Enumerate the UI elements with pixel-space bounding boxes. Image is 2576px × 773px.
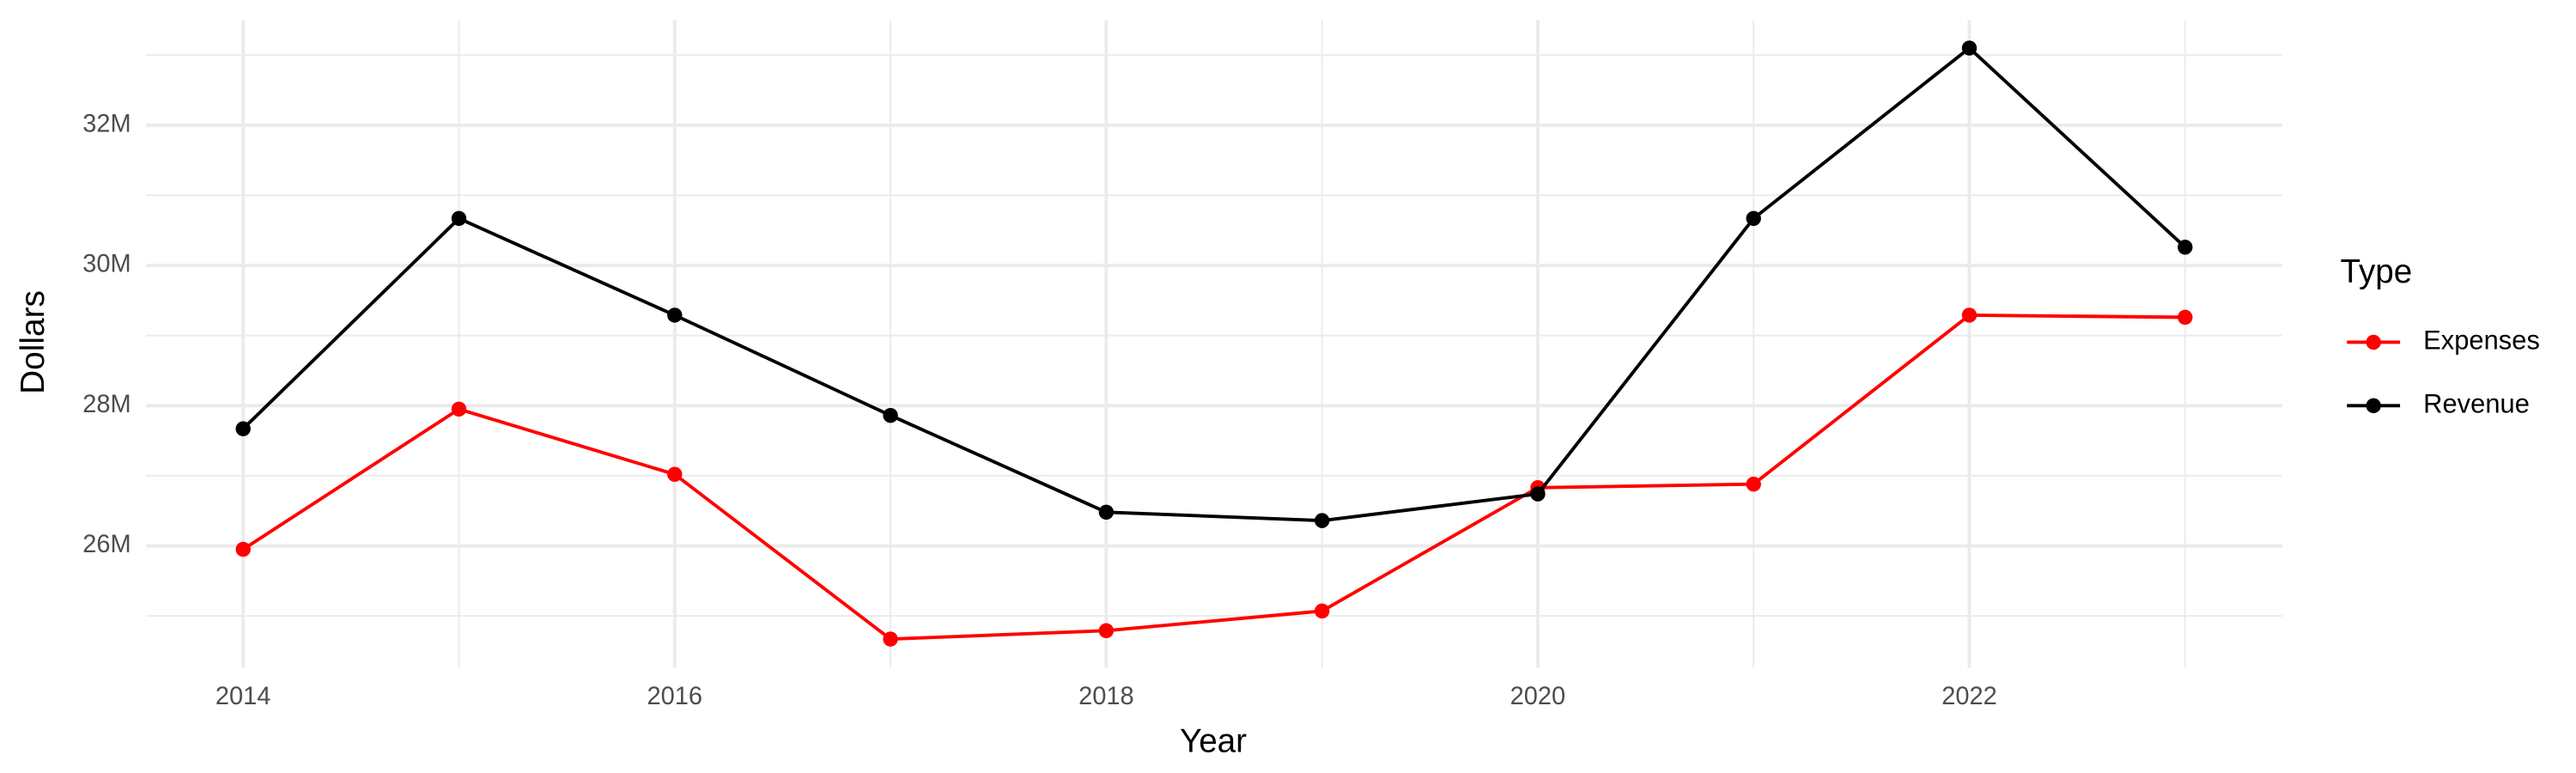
- x-axis-title: Year: [1180, 722, 1247, 759]
- data-point: [1961, 307, 1978, 323]
- series-line: [241, 46, 2187, 523]
- y-tick-label: 30M: [82, 251, 131, 278]
- data-point: [235, 541, 251, 557]
- data-point: [667, 466, 683, 483]
- x-tick-label: 2016: [647, 683, 702, 710]
- data-point: [2178, 309, 2193, 326]
- legend-label: Expenses: [2423, 326, 2540, 356]
- legend-key-point: [2366, 398, 2381, 414]
- legend-key-point: [2366, 334, 2381, 350]
- legend-label: Revenue: [2423, 388, 2530, 418]
- data-point: [235, 421, 251, 436]
- data-point: [1961, 40, 1978, 56]
- data-point: [1314, 513, 1330, 528]
- data-point: [883, 631, 898, 647]
- data-point: [1098, 504, 1115, 520]
- data-point: [1314, 603, 1330, 619]
- data-point: [1746, 210, 1761, 227]
- legend-title: Type: [2341, 253, 2413, 290]
- x-tick-label: 2022: [1941, 683, 1996, 710]
- data-point: [451, 401, 467, 417]
- x-tick-label: 2014: [216, 683, 270, 710]
- y-axis-title: Dollars: [15, 290, 52, 394]
- data-point: [883, 407, 898, 423]
- data-point: [1746, 476, 1761, 492]
- series-line: [242, 313, 2185, 642]
- x-tick-label: 2018: [1078, 683, 1133, 710]
- data-point: [667, 307, 683, 323]
- data-point: [1530, 486, 1546, 502]
- data-point: [2178, 240, 2193, 255]
- y-tick-label: 32M: [82, 110, 131, 137]
- y-tick-label: 26M: [82, 531, 131, 558]
- grid: [146, 20, 2282, 668]
- data-point: [1098, 623, 1115, 639]
- y-tick-label: 28M: [82, 391, 131, 418]
- data-point: [451, 210, 467, 227]
- x-tick-label: 2020: [1510, 683, 1565, 710]
